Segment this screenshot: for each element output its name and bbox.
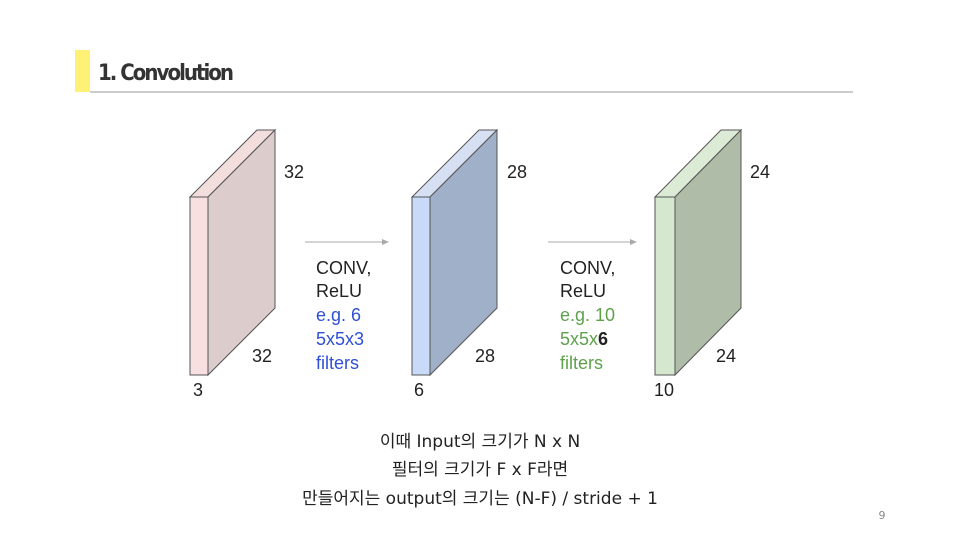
caption-line: 만들어지는 output의 크기는 (N-F) / stride + 1	[302, 489, 658, 509]
slide-title: 1. Convolution	[98, 61, 234, 86]
title-accent	[75, 50, 90, 92]
step-example: e.g. 6	[316, 305, 361, 325]
step-size-text: 5x5x	[560, 329, 598, 349]
volume-depth: 10	[654, 380, 674, 400]
volume	[410, 128, 499, 377]
caption-line: 필터의 크기가 F x F라면	[392, 460, 568, 480]
step-size: 5x5x6	[560, 329, 608, 349]
step-op: CONV,	[316, 258, 371, 278]
volume-width: 28	[475, 346, 495, 366]
volume-width: 24	[716, 346, 736, 366]
step-example: e.g. 10	[560, 305, 615, 325]
step-unit: filters	[560, 353, 603, 373]
step-op: CONV,	[560, 258, 615, 278]
step-op: ReLU	[316, 281, 362, 301]
volume-height: 24	[750, 162, 770, 182]
volume	[653, 128, 743, 377]
volume-depth: 3	[193, 380, 203, 400]
step-unit: filters	[316, 353, 359, 373]
volume-height: 28	[507, 162, 527, 182]
volume-depth: 6	[414, 380, 424, 400]
arrow	[305, 239, 389, 245]
step-size-bold: 6	[598, 329, 608, 349]
volume	[188, 128, 277, 377]
caption-line: 이때 Input의 크기가 N x N	[380, 432, 580, 452]
arrow	[548, 239, 637, 245]
step-op: ReLU	[560, 281, 606, 301]
volume-height: 32	[284, 162, 304, 182]
step-size: 5x5x3	[316, 329, 364, 349]
step-size-text: 5x5x3	[316, 329, 364, 349]
page-number: 9	[879, 509, 886, 522]
volume-width: 32	[252, 346, 272, 366]
